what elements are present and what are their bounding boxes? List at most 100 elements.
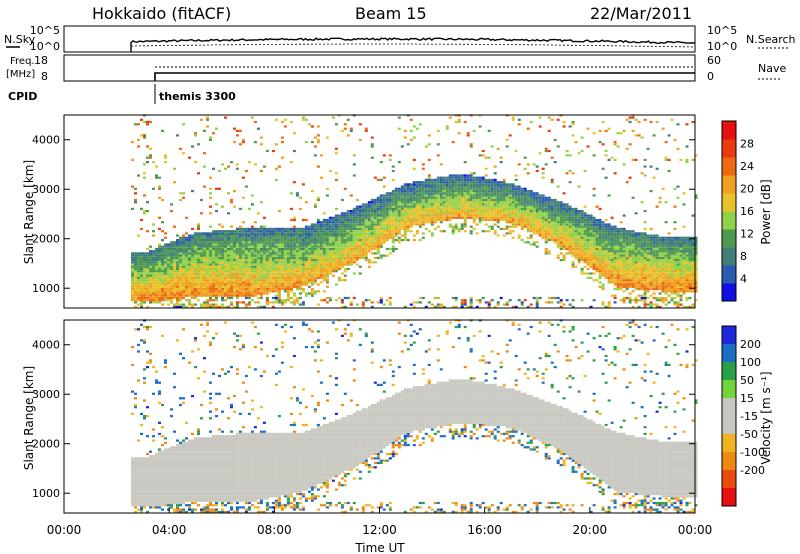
power-cell (194, 239, 197, 242)
power-cell (616, 243, 620, 246)
power-cell (244, 285, 248, 288)
power-cell (436, 201, 440, 204)
power-cell (331, 259, 335, 262)
power-cell (328, 218, 332, 222)
power-cell (340, 259, 344, 262)
power-cell (322, 236, 326, 239)
power-cell (415, 221, 419, 224)
power-cell (499, 196, 503, 199)
power-cell (451, 174, 455, 177)
power-cell (382, 236, 386, 239)
power-cell (382, 176, 386, 179)
power-cell (508, 207, 512, 210)
power-cell (322, 259, 326, 262)
power-cell (388, 221, 392, 224)
power-cell (388, 210, 392, 213)
power-cell (415, 183, 419, 186)
power-cell (170, 247, 173, 251)
power-cell (559, 207, 563, 210)
power-cell (170, 210, 173, 213)
power-cell (622, 299, 626, 302)
power-cell (334, 261, 338, 264)
power-cell (490, 185, 494, 188)
power-cell (526, 221, 530, 224)
power-cell (256, 281, 260, 284)
power-cell (188, 243, 191, 246)
power-cell (454, 120, 458, 124)
power-cell (241, 281, 245, 284)
power-cell (475, 205, 479, 208)
power-cell (340, 250, 344, 253)
power-cell (200, 236, 203, 239)
power-cell (238, 279, 242, 282)
power-cell (206, 243, 209, 246)
power-cell (143, 120, 146, 124)
power-cell (271, 230, 275, 233)
power-cell (457, 230, 461, 233)
power-cell (391, 201, 395, 204)
power-cell (385, 254, 389, 257)
power-cell (182, 305, 185, 308)
power-cell (146, 252, 149, 255)
power-cell (616, 245, 620, 248)
power-cell (137, 261, 140, 264)
power-cell (274, 270, 278, 273)
power-cell (295, 234, 299, 237)
power-cell (230, 288, 233, 291)
power-cell (607, 305, 611, 308)
power-cell (200, 292, 203, 295)
power-cell (589, 221, 593, 224)
power-cell (200, 247, 203, 251)
power-cell (574, 227, 578, 230)
power-cell (451, 201, 455, 204)
power-cell (352, 245, 356, 248)
power-cell (235, 256, 239, 259)
power-cell (364, 205, 368, 208)
power-cell (430, 196, 434, 199)
power-cell (241, 263, 245, 266)
power-cell (322, 299, 326, 302)
power-cell (592, 154, 596, 157)
power-cell (265, 227, 269, 230)
power-cell (313, 247, 317, 251)
power-cell (203, 245, 206, 248)
power-cell (221, 288, 224, 291)
power-cell (158, 227, 161, 230)
power-cell (412, 185, 416, 188)
power-cell (571, 223, 575, 226)
power-cell (218, 261, 221, 264)
power-cell (541, 218, 545, 222)
power-cell (241, 227, 245, 230)
power-cell (559, 203, 563, 206)
power-cell (301, 301, 305, 304)
power-cell (209, 250, 212, 253)
power-cell (631, 272, 635, 275)
power-cell (625, 274, 629, 277)
power-cell (541, 234, 545, 237)
power-cell (274, 279, 278, 282)
power-cell (283, 118, 287, 121)
power-cell (218, 292, 221, 295)
power-cell (185, 259, 188, 262)
power-cell (134, 276, 137, 279)
power-cell (511, 225, 515, 228)
power-cell (182, 123, 185, 126)
power-cell (170, 259, 173, 262)
power-cell (337, 230, 341, 233)
power-cell (230, 230, 233, 233)
power-cell (475, 192, 479, 195)
power-cell (191, 259, 194, 262)
power-cell (436, 194, 440, 197)
power-cell (304, 279, 308, 282)
power-cell (487, 212, 491, 215)
power-cell (194, 250, 197, 253)
power-cell (289, 243, 293, 246)
power-cell (271, 276, 275, 279)
power-cell (227, 259, 230, 262)
power-cell (388, 192, 392, 195)
power-cell (203, 279, 206, 282)
power-cell (167, 279, 170, 282)
power-cell (244, 263, 248, 266)
power-cell (397, 192, 401, 195)
power-cell (274, 243, 278, 246)
